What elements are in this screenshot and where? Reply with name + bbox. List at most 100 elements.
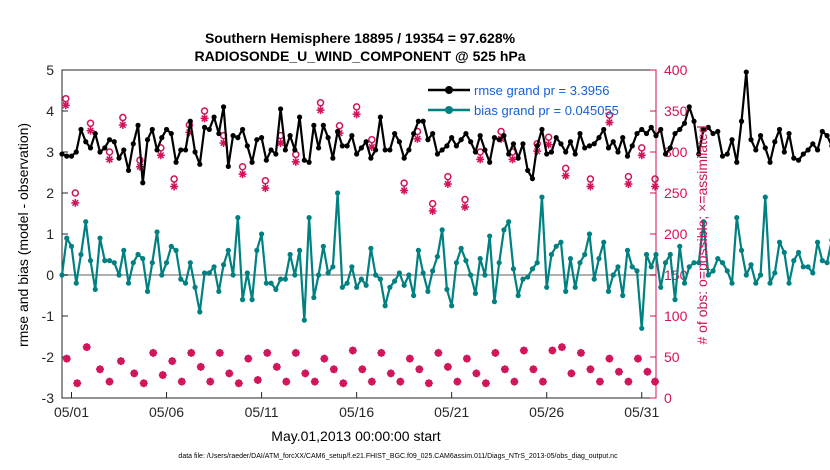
obs-assimilated-marker (508, 155, 517, 164)
obs-assimilated-marker (500, 365, 509, 374)
rmse-point (130, 141, 136, 147)
rmse-point (539, 126, 545, 133)
bias-point (368, 245, 374, 251)
obs-assimilated-marker (170, 182, 179, 191)
obs-assimilated-marker (82, 343, 91, 352)
rmse-point (159, 135, 165, 141)
obs-assimilated-marker (187, 348, 196, 357)
bias-point (605, 288, 612, 294)
bias-point (724, 268, 730, 274)
rmse-point (491, 135, 498, 141)
bias-point (140, 256, 146, 262)
bias-point (216, 288, 222, 294)
rmse-point (463, 130, 469, 137)
obs-assimilated-marker (586, 365, 595, 374)
bias-point (349, 264, 355, 270)
obs-assimilated-marker (460, 202, 469, 211)
bias-point (620, 292, 626, 299)
rmse-point (582, 145, 588, 151)
bias-point (78, 251, 84, 258)
obs-possible-marker (497, 127, 505, 136)
footer-data-file: data file: /Users/raeder/DAI/ATM_forcXX/… (178, 453, 618, 460)
obs-assimilated-marker (472, 369, 481, 378)
rmse-point (282, 147, 288, 153)
obs-assimilated-marker (339, 379, 348, 388)
obs-possible-marker (461, 195, 469, 204)
bias-point (111, 260, 117, 266)
bias-point (449, 303, 455, 309)
plot-area: -3-2-101234505010015020025030035040005/0… (42, 62, 830, 420)
rmse-point (268, 147, 274, 153)
bias-point (125, 280, 132, 286)
x-tick-label: 05/11 (245, 404, 279, 420)
bias-point (477, 256, 483, 262)
obs-assimilated-marker (156, 151, 165, 160)
bias-point (149, 260, 155, 266)
bias-point (97, 235, 103, 241)
rmse-point (135, 122, 141, 128)
rmse-point (273, 151, 279, 157)
obs-assimilated-marker (329, 365, 338, 374)
obs-possible-marker (561, 164, 570, 173)
x-axis-label: May.01,2013 00:00:00 start (271, 428, 441, 444)
obs-assimilated-marker (510, 377, 519, 386)
obs-assimilated-marker (62, 354, 71, 363)
rmse-point (225, 163, 231, 169)
obs-possible-marker (428, 199, 437, 208)
bias-point (206, 270, 212, 276)
bias-point (68, 243, 75, 249)
bias-point (154, 229, 160, 235)
rmse-point (629, 143, 635, 149)
bias-point (444, 286, 450, 292)
obs-assimilated-marker (386, 369, 395, 378)
obs-assimilated-marker (651, 377, 660, 386)
y-tick-label-left: 2 (46, 185, 54, 201)
rmse-point (563, 149, 569, 155)
rmse-point (715, 128, 721, 135)
bias-point (277, 276, 284, 282)
obs-assimilated-marker (557, 343, 566, 352)
rmse-point (800, 151, 806, 157)
obs-assimilated-marker (130, 369, 139, 378)
bias-point (192, 284, 198, 290)
bias-point (548, 251, 555, 258)
obs-assimilated-marker (424, 379, 433, 388)
bias-point (106, 258, 113, 264)
rmse-point (335, 128, 341, 135)
bias-point (358, 276, 364, 282)
obs-assimilated-marker (168, 357, 177, 366)
rmse-point (292, 147, 298, 153)
bias-point (643, 251, 650, 258)
obs-assimilated-marker (282, 377, 291, 386)
obs-assimilated-marker (637, 151, 646, 160)
bias-point (572, 284, 578, 290)
bias-point (715, 256, 721, 262)
rmse-point (667, 145, 673, 151)
rmse-point (477, 133, 483, 139)
rmse-point (368, 155, 374, 161)
obs-possible-marker (170, 175, 178, 183)
y-tick-label-right: 0 (664, 390, 672, 406)
obs-assimilated-marker (405, 354, 414, 363)
bias-point (772, 270, 778, 276)
rmse-point (672, 130, 678, 137)
rmse-point (425, 137, 431, 143)
rmse-point (700, 126, 707, 133)
obs-assimilated-marker (491, 348, 500, 357)
legend-bias-label: bias grand pr = 0.045055 (474, 103, 619, 118)
legend-rmse-label: rmse grand pr = 3.3956 (474, 83, 610, 98)
obs-assimilated-marker (200, 114, 209, 123)
rmse-point (710, 130, 716, 137)
bias-point (144, 288, 151, 294)
obs-assimilated-marker (443, 362, 452, 371)
obs-possible-marker (651, 175, 659, 183)
obs-assimilated-marker (529, 365, 538, 374)
x-tick-label: 05/06 (149, 404, 184, 420)
bias-point (430, 268, 436, 274)
obs-assimilated-marker (301, 369, 310, 378)
obs-possible-marker (238, 163, 247, 171)
obs-assimilated-marker (118, 120, 127, 129)
rmse-point (316, 145, 322, 151)
bias-point (776, 239, 783, 245)
bias-point (225, 247, 231, 253)
